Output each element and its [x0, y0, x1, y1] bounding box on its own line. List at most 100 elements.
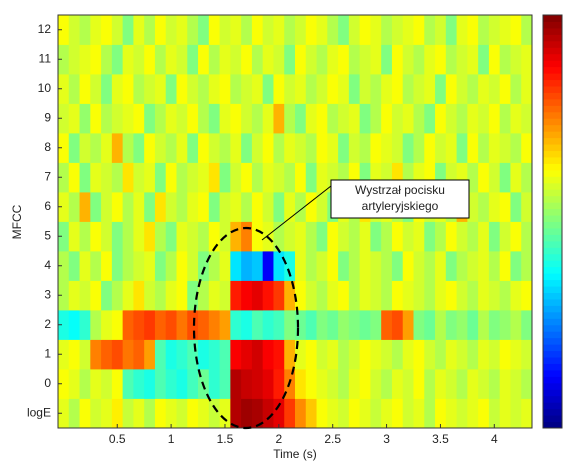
heatmap-cell: [58, 221, 70, 252]
heatmap-cell: [165, 339, 177, 370]
heatmap-cell: [165, 192, 177, 222]
heatmap-cell: [79, 103, 91, 134]
heatmap-cell: [402, 310, 414, 340]
heatmap-cell: [251, 398, 264, 429]
heatmap-cell: [101, 398, 113, 429]
heatmap-cell: [338, 162, 350, 193]
colorbar-step: [543, 260, 562, 268]
heatmap-cell: [241, 221, 253, 252]
heatmap-cell: [488, 310, 501, 340]
heatmap-cell: [370, 162, 382, 193]
heatmap-cell: [467, 162, 479, 193]
heatmap-cell: [521, 192, 533, 222]
heatmap-cell: [305, 339, 317, 370]
colorbar-step: [543, 163, 562, 171]
heatmap-cell: [122, 162, 134, 193]
heatmap-cell: [499, 221, 511, 252]
heatmap-cell: [230, 369, 242, 399]
heatmap-cell: [456, 74, 468, 104]
heatmap-cell: [467, 339, 479, 370]
heatmap-cell: [402, 280, 414, 311]
heatmap-cell: [402, 398, 414, 429]
heatmap-cell: [445, 133, 457, 163]
colorbar-step: [543, 240, 562, 248]
heatmap-cell: [424, 162, 436, 193]
heatmap-cell: [176, 369, 188, 399]
heatmap-cell: [521, 103, 533, 134]
heatmap-cell: [111, 221, 124, 252]
heatmap-cell: [154, 133, 167, 163]
heatmap-cell: [79, 339, 91, 370]
heatmap-cell: [262, 369, 274, 399]
heatmap-cell: [241, 251, 253, 281]
heatmap-cell: [198, 103, 210, 134]
heatmap-cell: [295, 103, 307, 134]
heatmap-cell: [230, 251, 242, 281]
heatmap-cell: [424, 74, 436, 104]
heatmap-cell: [208, 398, 220, 429]
heatmap-cell: [90, 44, 102, 75]
colorbar-step: [543, 73, 562, 81]
heatmap-cell: [295, 74, 307, 104]
heatmap-cell: [402, 44, 414, 75]
heatmap-cell: [510, 74, 522, 104]
heatmap-cell: [273, 103, 285, 134]
heatmap-cell: [90, 15, 102, 45]
heatmap-cell: [284, 280, 296, 311]
colorbar-step: [543, 369, 562, 377]
heatmap-cell: [68, 162, 80, 193]
heatmap-cell: [435, 280, 447, 311]
heatmap-cell: [478, 221, 490, 252]
colorbar-step: [543, 227, 562, 235]
heatmap-cell: [251, 162, 264, 193]
heatmap-cell: [284, 221, 296, 252]
heatmap-cell: [251, 251, 264, 281]
heatmap-cell: [327, 44, 339, 75]
heatmap-cell: [58, 103, 70, 134]
heatmap-cell: [391, 251, 404, 281]
heatmap-cell: [273, 251, 285, 281]
heatmap-cell: [370, 15, 382, 45]
heatmap-cell: [273, 310, 285, 340]
heatmap-cell: [68, 398, 80, 429]
heatmap-cell: [413, 369, 425, 399]
heatmap-cell: [488, 192, 501, 222]
heatmap-cell: [165, 280, 177, 311]
colorbar-step: [543, 215, 562, 222]
heatmap-cell: [499, 398, 511, 429]
heatmap-cell: [381, 44, 393, 75]
heatmap-cell: [273, 369, 285, 399]
heatmap-cell: [111, 162, 124, 193]
heatmap-cell: [402, 74, 414, 104]
heatmap-cell: [284, 74, 296, 104]
callout-line: [261, 185, 332, 241]
heatmap-cell: [208, 192, 220, 222]
heatmap-cell: [510, 310, 522, 340]
heatmap-cell: [198, 221, 210, 252]
heatmap-cell: [133, 280, 145, 311]
heatmap-cell: [79, 251, 91, 281]
heatmap-cell: [241, 162, 253, 193]
heatmap-cell: [176, 280, 188, 311]
heatmap-cell: [413, 44, 425, 75]
x-tick-label: 3.5: [432, 432, 449, 446]
heatmap-cell: [90, 192, 102, 222]
heatmap-cell: [305, 192, 317, 222]
heatmap-cell: [273, 280, 285, 311]
heatmap-cell: [381, 398, 393, 429]
heatmap-cell: [424, 221, 436, 252]
colorbar-step: [543, 182, 562, 190]
heatmap-cell: [154, 369, 167, 399]
heatmap-cell: [251, 310, 264, 340]
heatmap-cell: [402, 221, 414, 252]
heatmap-cell: [284, 103, 296, 134]
heatmap-cell: [79, 369, 91, 399]
heatmap-cell: [338, 221, 350, 252]
heatmap-cell: [144, 221, 156, 252]
colorbar-step: [543, 79, 562, 87]
heatmap-cell: [316, 44, 328, 75]
colorbar-step: [543, 305, 562, 313]
heatmap-cell: [198, 310, 210, 340]
heatmap-cell: [499, 44, 511, 75]
heatmap-cell: [101, 44, 113, 75]
